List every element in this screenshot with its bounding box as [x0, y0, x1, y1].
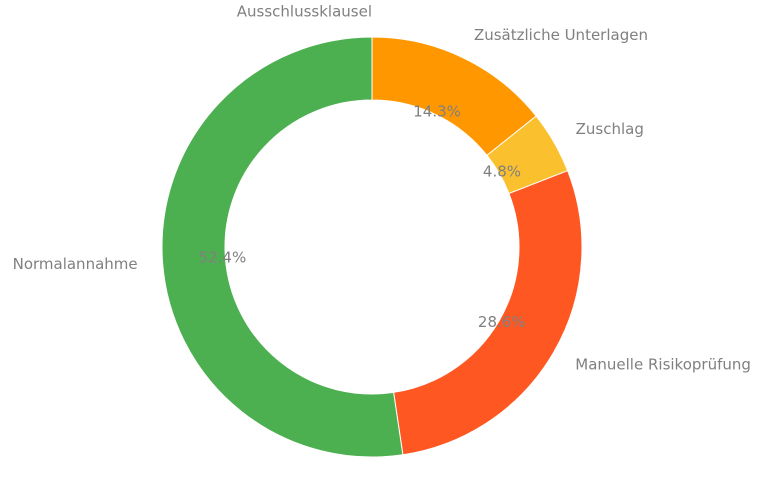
chart-percent-labels: 14.3% 4.8% 28.6% 52.4%	[199, 102, 526, 330]
chart-labels: Ausschlussklausel Zusätzliche Unterlagen Z…	[13, 3, 751, 374]
label-ausschlussklausel: Ausschlussklausel	[237, 3, 372, 21]
label-normalannahme: Normalannahme	[13, 255, 138, 273]
pct-zuschlag: 4.8%	[483, 163, 521, 181]
label-zusaetzliche-unterlagen: Zusätzliche Unterlagen	[474, 26, 648, 44]
pct-normalannahme: 52.4%	[199, 249, 247, 267]
label-zuschlag: Zuschlag	[576, 120, 644, 138]
chart-slices	[161, 36, 583, 458]
slice-normalannahme	[161, 36, 404, 458]
pct-zusaetzliche-unterlagen: 14.3%	[413, 102, 461, 120]
label-manuelle-risikopruefung: Manuelle Risikoprüfung	[575, 355, 751, 373]
pct-manuelle-risikopruefung: 28.6%	[478, 313, 526, 331]
slice-manuelle-risikopruefung	[393, 170, 583, 456]
